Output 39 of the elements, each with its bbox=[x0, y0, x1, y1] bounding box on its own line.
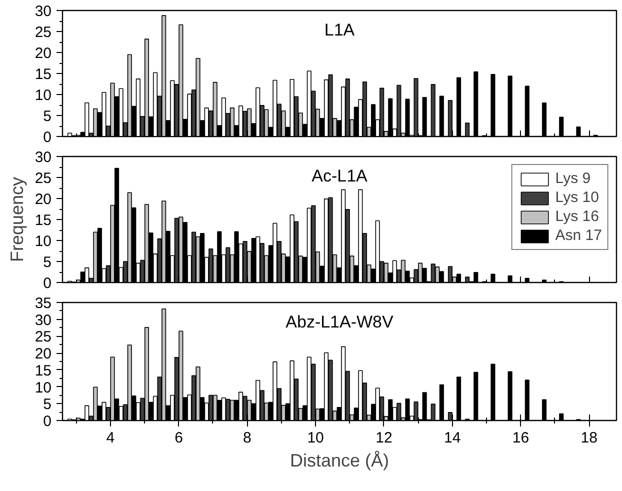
y-tick-label: 30 bbox=[34, 3, 52, 20]
legend-label: Lys 10 bbox=[555, 189, 599, 206]
y-tick-label: 5 bbox=[43, 254, 52, 271]
x-tick-label: 8 bbox=[242, 430, 252, 446]
y-tick-label: 20 bbox=[34, 346, 52, 363]
x-axis-title: Distance (Å) bbox=[290, 450, 390, 470]
y-tick-label: 0 bbox=[43, 275, 52, 292]
y-axis-title: Frequency bbox=[6, 176, 27, 262]
x-tick-label: 14 bbox=[444, 430, 461, 446]
text: Ac-L1A bbox=[312, 166, 368, 186]
y-tick-label: 5 bbox=[43, 108, 52, 125]
text: L1A bbox=[324, 20, 356, 40]
y-tick-label: 15 bbox=[34, 212, 52, 229]
x-tick-label: 16 bbox=[512, 430, 530, 446]
y-tick-label: 10 bbox=[34, 233, 52, 250]
y-tick-label: 20 bbox=[34, 45, 52, 62]
x-tick-label: 18 bbox=[580, 430, 598, 446]
legend-label: Lys 9 bbox=[555, 170, 591, 187]
x-tick-label: 10 bbox=[307, 430, 324, 446]
y-tick-label: 5 bbox=[43, 396, 52, 414]
y-tick-label: 35 bbox=[34, 295, 52, 312]
y-tick-label: 10 bbox=[34, 379, 52, 396]
y-tick-label: 0 bbox=[43, 413, 52, 430]
y-tick-label: 25 bbox=[34, 328, 52, 346]
legend-label: Asn 17 bbox=[555, 227, 602, 244]
y-tick-label: 15 bbox=[34, 66, 52, 83]
y-tick-label: 25 bbox=[34, 24, 52, 41]
x-tick-label: 6 bbox=[174, 430, 183, 446]
y-tick-label: 15 bbox=[34, 362, 52, 380]
y-tick-label: 30 bbox=[34, 149, 52, 166]
y-tick-label: 0 bbox=[43, 129, 52, 146]
y-tick-label: 30 bbox=[34, 312, 52, 329]
x-tick-label: 12 bbox=[376, 430, 392, 446]
text: Abz-L1A-W8V bbox=[286, 312, 394, 332]
y-tick-label: 10 bbox=[34, 87, 52, 104]
y-tick-label: 20 bbox=[34, 191, 52, 208]
legend-label: Lys 16 bbox=[555, 208, 599, 225]
x-tick-label: 4 bbox=[106, 430, 115, 446]
y-tick-label: 25 bbox=[34, 170, 52, 187]
